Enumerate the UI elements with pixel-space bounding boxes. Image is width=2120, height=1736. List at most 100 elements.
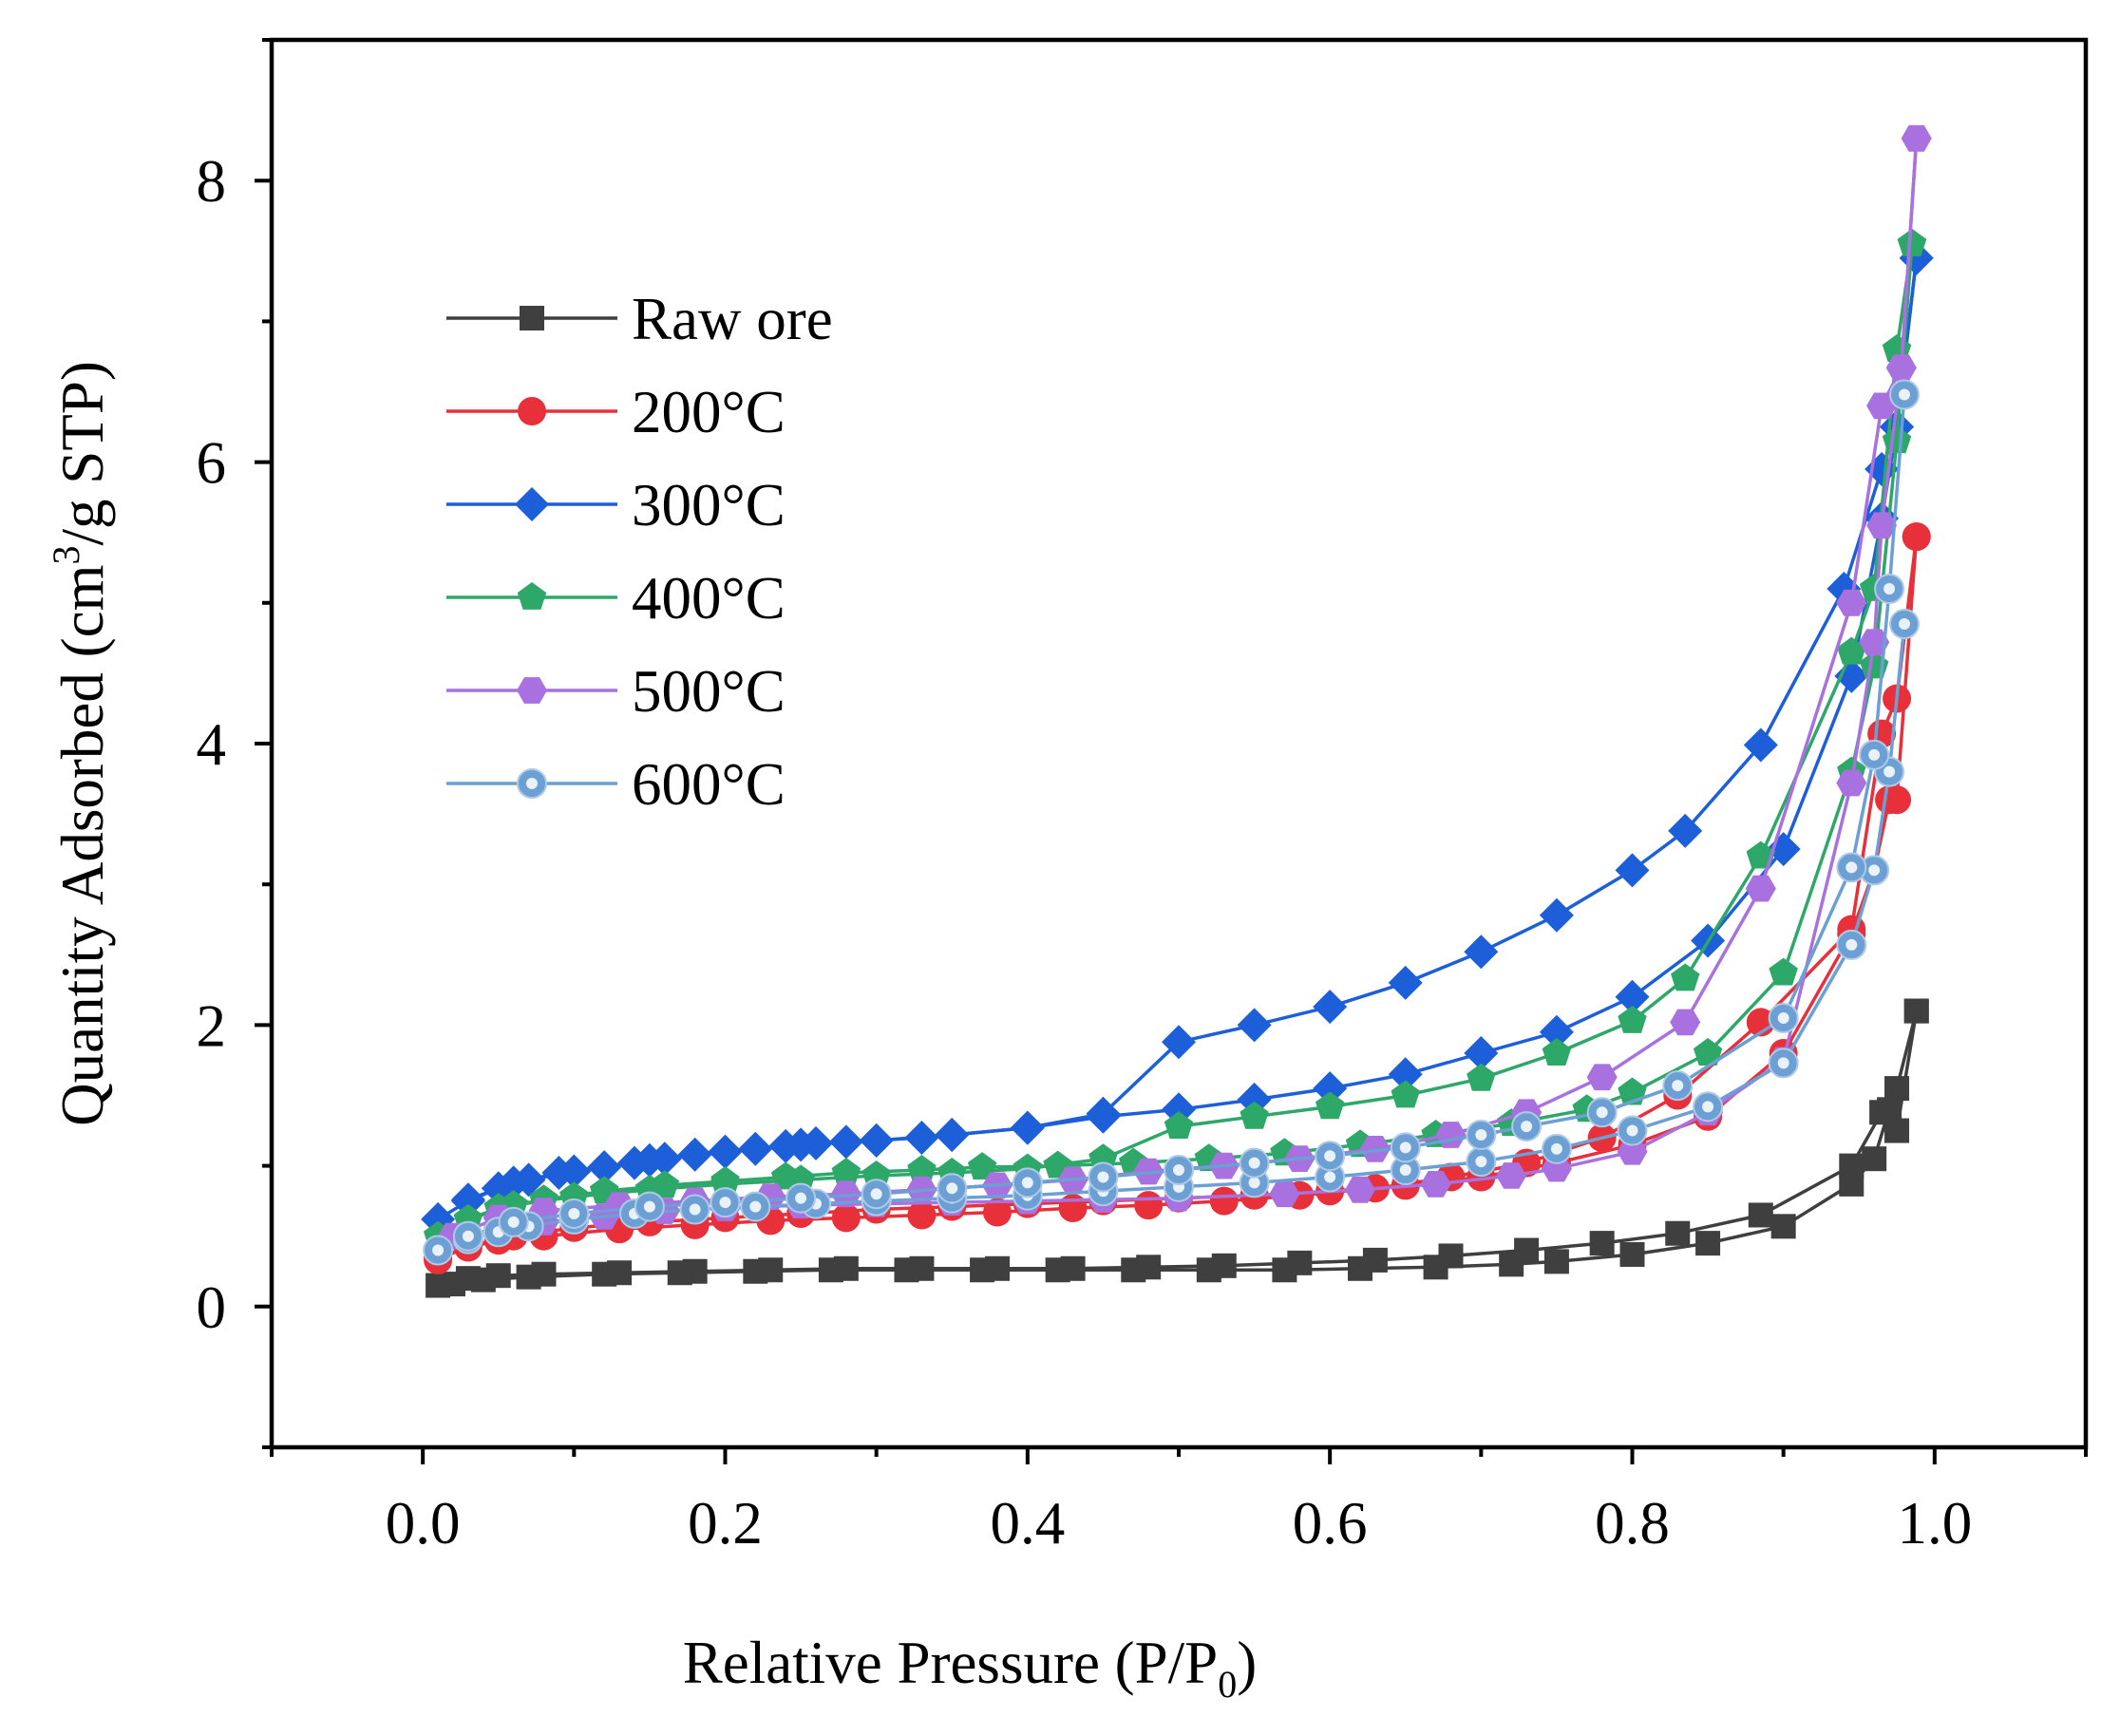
data-point-adsorption — [1589, 1231, 1615, 1256]
data-point-adsorption — [740, 1191, 771, 1222]
x-axis-title-main: Relative Pressure (P/P — [683, 1630, 1218, 1696]
data-point-adsorption — [1134, 1191, 1164, 1220]
data-point-desorption — [937, 1173, 968, 1204]
data-point-desorption — [1837, 636, 1866, 665]
legend-marker — [517, 768, 547, 799]
data-point-desorption — [1695, 1231, 1721, 1256]
y-tick-label: 8 — [197, 148, 227, 215]
data-point-desorption — [1086, 1099, 1121, 1134]
data-point-desorption — [1866, 392, 1898, 420]
data-point-adsorption — [1836, 769, 1867, 797]
data-point-desorption — [1770, 1214, 1796, 1239]
data-point-desorption — [1874, 573, 1905, 604]
data-point-adsorption — [423, 1235, 454, 1266]
data-point-desorption — [1662, 1070, 1694, 1102]
data-point-desorption — [1499, 1252, 1524, 1277]
data-point-desorption — [1903, 998, 1929, 1024]
data-point-desorption — [1388, 1057, 1423, 1092]
data-point-desorption — [1615, 979, 1650, 1014]
data-point-desorption — [1884, 1118, 1910, 1143]
data-point-adsorption — [907, 1155, 937, 1182]
data-point-desorption — [1901, 124, 1932, 152]
data-point-desorption — [786, 1182, 817, 1214]
data-point-desorption — [1423, 1255, 1448, 1280]
data-point-desorption — [1313, 1071, 1348, 1106]
data-point-desorption — [1088, 1161, 1119, 1193]
data-point-desorption — [1859, 739, 1890, 770]
data-point-desorption — [1836, 852, 1867, 883]
legend-marker — [517, 677, 547, 704]
x-tick-label: 0.8 — [1595, 1490, 1670, 1557]
data-point-desorption — [818, 1257, 843, 1283]
data-point-adsorption — [1496, 1162, 1527, 1189]
data-point-adsorption — [1769, 957, 1798, 986]
x-axis-title-end: ) — [1237, 1630, 1257, 1696]
data-point-desorption — [861, 1179, 892, 1210]
data-point-adsorption — [907, 1200, 937, 1230]
data-point-desorption — [632, 1142, 667, 1178]
data-point-desorption — [708, 1134, 743, 1169]
y-axis-title: Quantity Adsorbed (cm3/g STP) — [45, 361, 116, 1126]
data-point-desorption — [1877, 1097, 1902, 1123]
data-point-desorption — [1010, 1110, 1045, 1145]
data-point-adsorption — [1466, 1146, 1497, 1178]
data-point-desorption — [1315, 1141, 1346, 1172]
data-point-adsorption — [1464, 934, 1499, 970]
data-point-adsorption — [967, 1152, 997, 1179]
data-point-adsorption — [831, 1203, 861, 1233]
legend-item: 600°C — [446, 751, 786, 818]
y-axis-title-sup: 3 — [45, 545, 87, 564]
data-point-adsorption — [1058, 1194, 1088, 1223]
legend: Raw ore 200°C 300°C 400°C 500°C 600°C — [446, 286, 833, 818]
data-point-adsorption — [1693, 1038, 1723, 1066]
data-point-desorption — [894, 1257, 919, 1283]
data-point-adsorption — [1884, 1076, 1910, 1102]
y-tick-label: 2 — [197, 992, 227, 1059]
series-layer — [421, 124, 1934, 1298]
data-point-desorption — [498, 1206, 529, 1237]
series-Raw ore — [426, 998, 1929, 1298]
data-point-desorption — [1543, 1249, 1569, 1274]
data-point-adsorption — [677, 1137, 712, 1172]
data-point-desorption — [1121, 1257, 1146, 1283]
x-axis: 0.0 0.2 0.4 0.6 0.8 1.0 — [270, 1447, 2088, 1557]
x-axis-title-sub: 0 — [1218, 1663, 1237, 1706]
data-point-desorption — [1348, 1255, 1372, 1281]
data-point-desorption — [1619, 1241, 1645, 1267]
data-point-desorption — [1862, 1146, 1887, 1172]
data-point-adsorption — [1617, 1138, 1648, 1165]
data-point-adsorption — [679, 1194, 710, 1225]
data-point-desorption — [1464, 1036, 1499, 1070]
data-point-adsorption — [1859, 629, 1890, 656]
data-point-adsorption — [1209, 1186, 1239, 1216]
x-tick-label: 0.6 — [1293, 1490, 1368, 1557]
legend-item: 500°C — [446, 658, 786, 725]
series-600°C — [423, 379, 1920, 1266]
data-point-adsorption — [1420, 1171, 1451, 1198]
data-point-adsorption — [904, 1121, 939, 1155]
data-point-adsorption — [1388, 965, 1423, 1000]
data-point-desorption — [1542, 1038, 1572, 1066]
data-point-desorption — [470, 1267, 496, 1293]
data-point-desorption — [1359, 1136, 1391, 1162]
data-point-adsorption — [831, 1158, 861, 1185]
data-point-adsorption — [1617, 1115, 1648, 1146]
data-point-desorption — [1902, 522, 1931, 552]
data-point-desorption — [1164, 1111, 1194, 1139]
data-point-adsorption — [1859, 855, 1890, 886]
legend-item: 200°C — [446, 379, 786, 445]
legend-item: 300°C — [446, 472, 786, 538]
legend-marker — [520, 306, 544, 330]
x-axis-title: Relative Pressure (P/P0) — [683, 1630, 1257, 1706]
data-point-desorption — [1466, 1119, 1497, 1150]
data-point-adsorption — [1866, 512, 1898, 539]
legend-label: 200°C — [632, 379, 786, 445]
data-point-desorption — [1745, 875, 1776, 902]
legend-item: 400°C — [446, 565, 786, 632]
data-point-desorption — [1511, 1111, 1543, 1142]
data-point-adsorption — [1541, 1133, 1572, 1164]
series-300°C — [421, 240, 1934, 1236]
data-point-desorption — [1768, 1002, 1799, 1033]
data-point-adsorption — [1615, 853, 1650, 888]
